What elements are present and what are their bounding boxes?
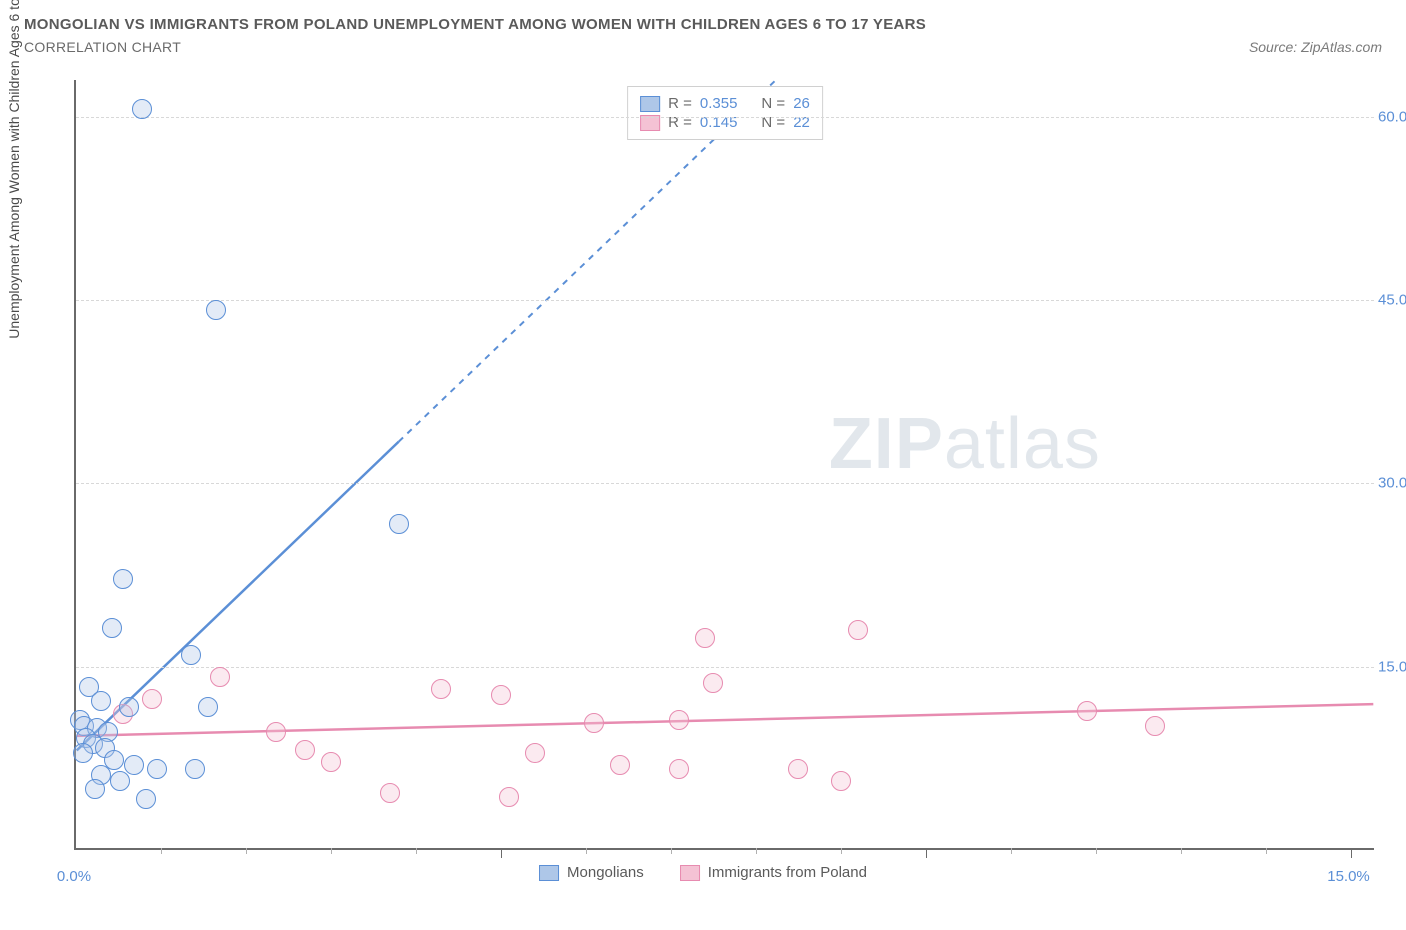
- series-legend-item: Immigrants from Poland: [680, 864, 867, 881]
- x-tick-minor: [756, 848, 757, 854]
- legend-swatch: [640, 96, 660, 112]
- source-attribution: Source: ZipAtlas.com: [1249, 39, 1382, 55]
- data-point-poland: [380, 783, 400, 803]
- series-label: Mongolians: [567, 864, 644, 881]
- data-point-poland: [788, 759, 808, 779]
- data-point-poland: [1145, 716, 1165, 736]
- series-label: Immigrants from Poland: [708, 864, 867, 881]
- data-point-poland: [831, 771, 851, 791]
- data-point-poland: [142, 689, 162, 709]
- y-tick-label: 30.0%: [1378, 475, 1406, 492]
- data-point-mongolians: [136, 789, 156, 809]
- x-tick-minor: [586, 848, 587, 854]
- gridline: [76, 483, 1374, 484]
- y-tick-label: 60.0%: [1378, 108, 1406, 125]
- x-tick-minor: [416, 848, 417, 854]
- plot-area: ZIPatlas R =0.355N =26R =0.145N =22 15.0…: [74, 80, 1374, 850]
- data-point-mongolians: [198, 697, 218, 717]
- x-tick-minor: [1011, 848, 1012, 854]
- data-point-mongolians: [91, 691, 111, 711]
- data-point-poland: [669, 710, 689, 730]
- data-point-poland: [848, 620, 868, 640]
- data-point-mongolians: [124, 755, 144, 775]
- chart-subtitle: CORRELATION CHART: [24, 39, 181, 55]
- data-point-poland: [499, 787, 519, 807]
- x-tick-label: 0.0%: [57, 868, 91, 885]
- data-point-mongolians: [147, 759, 167, 779]
- data-point-mongolians: [181, 645, 201, 665]
- stat-label: N =: [761, 95, 785, 112]
- legend-swatch: [680, 865, 700, 881]
- x-tick-major: [501, 848, 502, 858]
- stats-legend-row: R = 0.355 N = 26: [640, 95, 810, 112]
- stat-value: 26: [793, 95, 810, 112]
- data-point-poland: [321, 752, 341, 772]
- x-tick-minor: [841, 848, 842, 854]
- data-point-mongolians: [110, 771, 130, 791]
- chart-title: MONGOLIAN VS IMMIGRANTS FROM POLAND UNEM…: [24, 16, 1382, 33]
- data-point-mongolians: [73, 743, 93, 763]
- data-point-poland: [210, 667, 230, 687]
- stats-legend: R =0.355N =26R =0.145N =22: [627, 86, 823, 140]
- data-point-poland: [266, 722, 286, 742]
- y-tick-label: 45.0%: [1378, 292, 1406, 309]
- x-tick-label: 15.0%: [1327, 868, 1370, 885]
- data-point-mongolians: [85, 779, 105, 799]
- data-point-poland: [584, 713, 604, 733]
- data-point-poland: [703, 673, 723, 693]
- x-tick-major: [1351, 848, 1352, 858]
- x-tick-major: [926, 848, 927, 858]
- gridline: [76, 300, 1374, 301]
- x-tick-minor: [161, 848, 162, 854]
- data-point-mongolians: [389, 514, 409, 534]
- stat-value: 0.355: [700, 95, 738, 112]
- data-point-poland: [695, 628, 715, 648]
- data-point-mongolians: [113, 569, 133, 589]
- data-point-poland: [669, 759, 689, 779]
- y-tick-label: 15.0%: [1378, 658, 1406, 675]
- y-axis-label: Unemployment Among Women with Children A…: [6, 0, 22, 339]
- data-point-mongolians: [132, 99, 152, 119]
- x-tick-minor: [1096, 848, 1097, 854]
- watermark: ZIPatlas: [829, 403, 1101, 485]
- x-tick-minor: [671, 848, 672, 854]
- x-tick-minor: [246, 848, 247, 854]
- x-tick-minor: [331, 848, 332, 854]
- data-point-poland: [295, 740, 315, 760]
- data-point-mongolians: [206, 300, 226, 320]
- stat-label: R =: [668, 95, 692, 112]
- gridline: [76, 667, 1374, 668]
- series-legend: Mongolians Immigrants from Poland: [539, 864, 867, 881]
- data-point-poland: [1077, 701, 1097, 721]
- data-point-mongolians: [185, 759, 205, 779]
- data-point-mongolians: [102, 618, 122, 638]
- x-tick-minor: [1266, 848, 1267, 854]
- data-point-poland: [491, 685, 511, 705]
- chart-header: MONGOLIAN VS IMMIGRANTS FROM POLAND UNEM…: [0, 0, 1406, 63]
- gridline: [76, 117, 1374, 118]
- legend-swatch: [539, 865, 559, 881]
- data-point-poland: [431, 679, 451, 699]
- data-point-mongolians: [119, 697, 139, 717]
- data-point-poland: [610, 755, 630, 775]
- correlation-chart: Unemployment Among Women with Children A…: [20, 80, 1386, 900]
- data-point-poland: [525, 743, 545, 763]
- series-legend-item: Mongolians: [539, 864, 644, 881]
- x-tick-minor: [1181, 848, 1182, 854]
